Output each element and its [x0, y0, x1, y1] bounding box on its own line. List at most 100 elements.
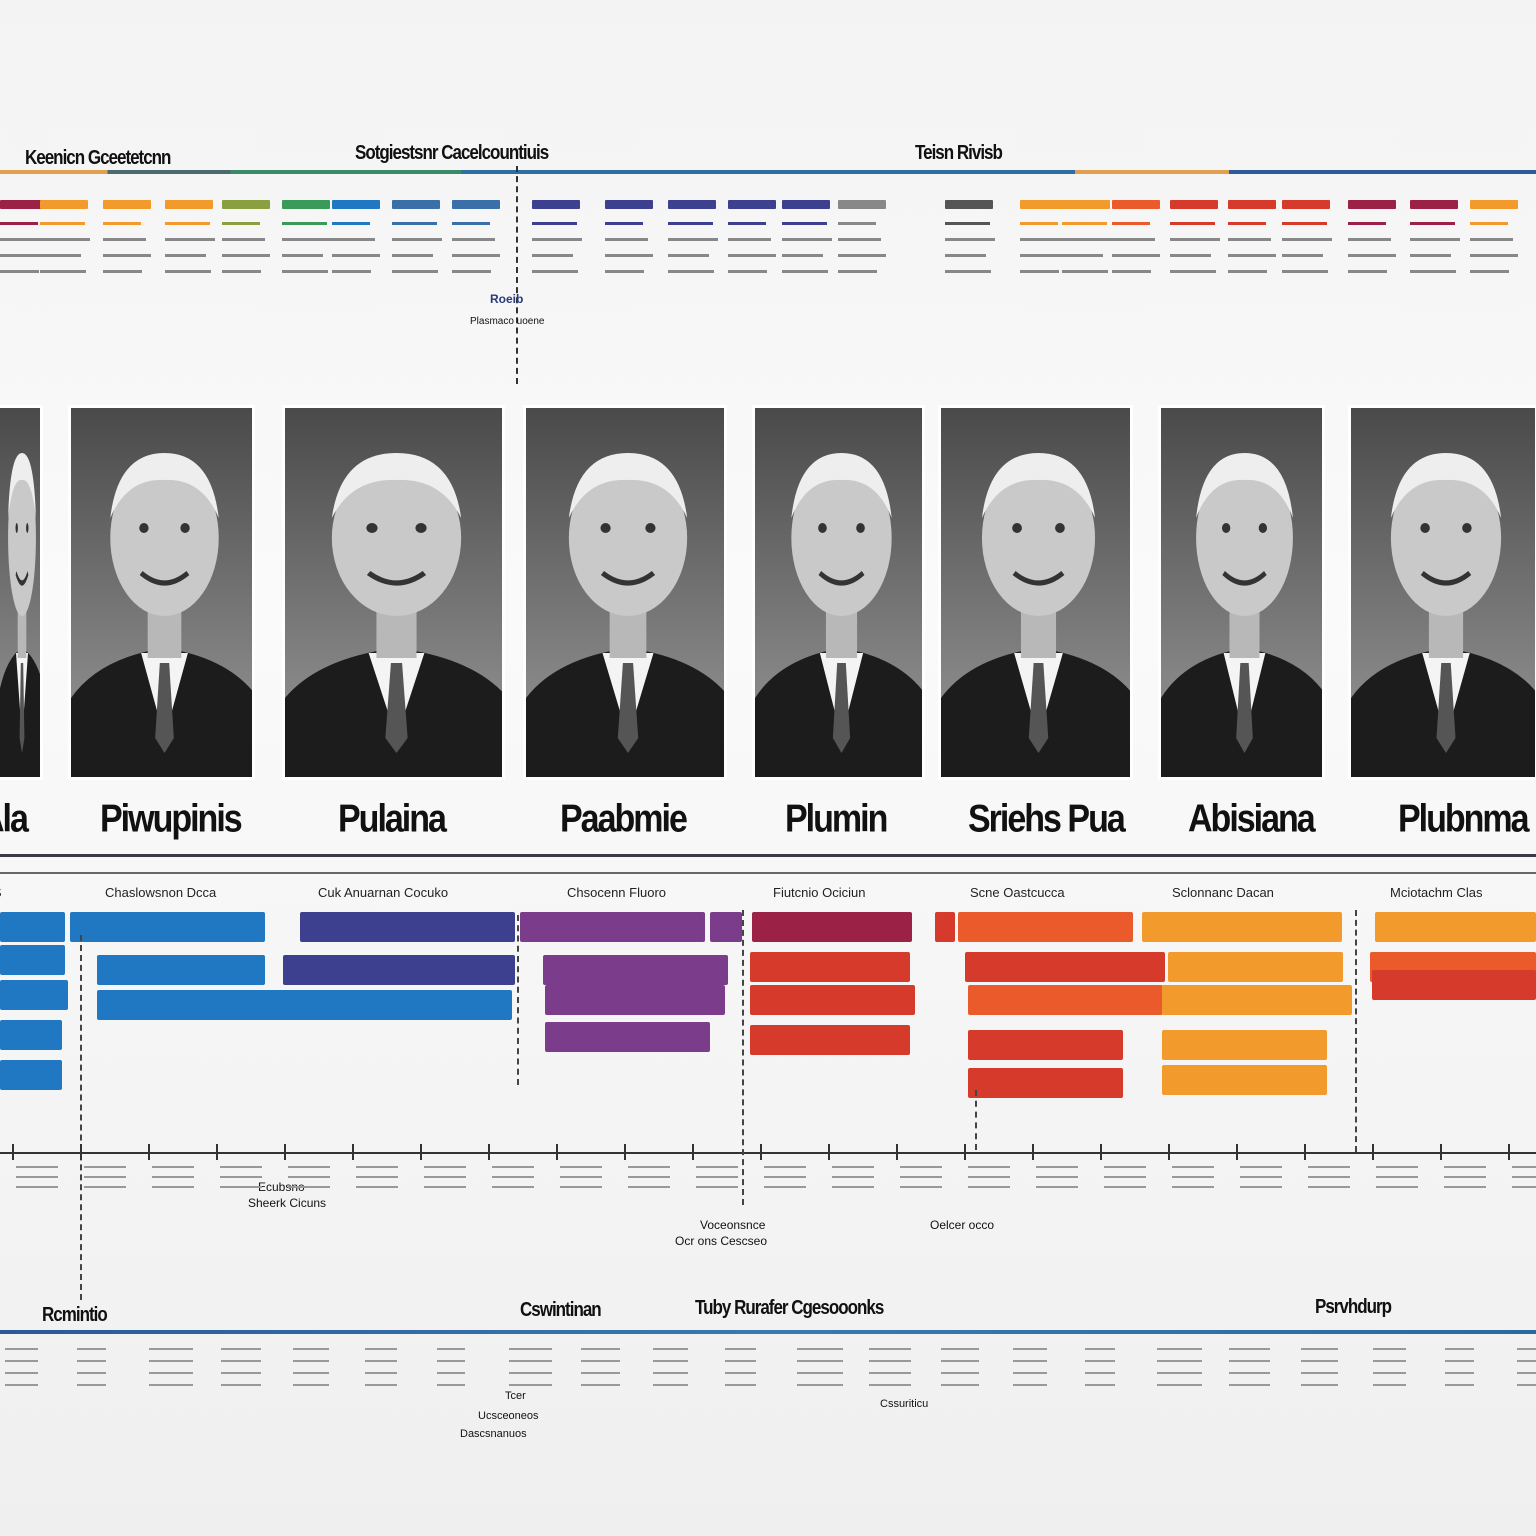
gantt-bar [0, 912, 65, 942]
bottom-event-text [941, 1384, 979, 1386]
event-text-line [668, 222, 713, 225]
gantt-bar [543, 955, 728, 985]
bottom-event-text [1301, 1384, 1338, 1386]
bottom-label-1: Rcmintio [42, 1303, 108, 1326]
event-text-line [103, 238, 146, 241]
axis-tick-text [356, 1166, 398, 1168]
bottom-event-text [437, 1372, 465, 1374]
person-silhouette-icon [755, 453, 922, 777]
bottom-event-text [797, 1372, 843, 1374]
event-text-line [728, 238, 771, 241]
gantt-bar [750, 985, 915, 1015]
gantt-bar [1168, 952, 1343, 982]
axis-tick-text [356, 1186, 398, 1188]
gantt-bar [710, 912, 742, 942]
bottom-event-text [1013, 1372, 1047, 1374]
portrait-photo [523, 405, 727, 780]
event-text-line [1170, 254, 1211, 257]
top-marker [516, 166, 518, 384]
event-tag [452, 200, 500, 209]
gantt-bar [1162, 1065, 1327, 1095]
event-text-line [838, 222, 876, 225]
axis-tick-text [1308, 1166, 1350, 1168]
gantt-bar [1375, 912, 1536, 942]
event-text-line [40, 270, 86, 273]
bottom-note-3: Dascsnanuos [460, 1428, 527, 1440]
event-text-line [1410, 238, 1460, 241]
bottom-event-text [581, 1360, 620, 1362]
axis-tick [556, 1144, 558, 1160]
axis-tick [420, 1144, 422, 1160]
axis-tick [1032, 1144, 1034, 1160]
axis-tick-text [1512, 1186, 1536, 1188]
axis-tick-text [900, 1186, 942, 1188]
event-text-line [452, 238, 495, 241]
axis-tick-text [560, 1186, 602, 1188]
event-text-line [668, 270, 714, 273]
axis-tick-text [560, 1176, 602, 1178]
axis-tick-text [696, 1176, 738, 1178]
person-silhouette-icon [1351, 453, 1535, 777]
axis-tick-text [1172, 1176, 1214, 1178]
axis-tick-text [1240, 1186, 1282, 1188]
portrait-photo [1158, 405, 1325, 780]
axis-tick-text [1512, 1176, 1536, 1178]
axis-tick-text [832, 1176, 874, 1178]
event-text-line [392, 222, 437, 225]
event-text-line [945, 254, 986, 257]
axis-tick-text [152, 1186, 194, 1188]
event-text-line [1062, 222, 1107, 225]
event-text-line [332, 254, 380, 257]
event-tag [1062, 200, 1110, 209]
bottom-event-text [941, 1360, 979, 1362]
gantt-bar [545, 985, 725, 1015]
axis-note-4: Ocr ons Cescseo [675, 1234, 768, 1248]
event-text-line [532, 238, 582, 241]
axis-tick [896, 1144, 898, 1160]
column-header: Sclonnanc Dacan [1172, 885, 1274, 900]
bottom-event-text [221, 1348, 261, 1350]
bottom-event-text [1085, 1384, 1115, 1386]
bottom-event-text [221, 1360, 261, 1362]
event-text-line [1062, 270, 1108, 273]
bottom-event-text [653, 1360, 688, 1362]
bottom-event-text [797, 1384, 843, 1386]
top-label-2: Sotgiestsnr Cacelcountiuis [355, 141, 549, 164]
event-text-line [1020, 270, 1059, 273]
bottom-event-text [1085, 1348, 1115, 1350]
bottom-label-3: Tuby Rurafer Cgesooonks [695, 1296, 884, 1319]
axis-tick-text [1172, 1186, 1214, 1188]
gantt-bar [520, 912, 705, 942]
event-tag [1228, 200, 1276, 209]
axis-tick-text [356, 1176, 398, 1178]
event-text-line [452, 222, 490, 225]
axis-tick-text [288, 1176, 330, 1178]
event-text-line [222, 222, 260, 225]
bottom-event-text [509, 1372, 552, 1374]
gantt-bar [750, 952, 910, 982]
bottom-event-text [293, 1348, 329, 1350]
bottom-event-text [437, 1348, 465, 1350]
bottom-event-text [293, 1372, 329, 1374]
axis-tick [964, 1144, 966, 1160]
divider-top [0, 854, 1536, 857]
axis-tick [1440, 1144, 1442, 1160]
event-text-line [1170, 270, 1216, 273]
event-text-line [1112, 254, 1160, 257]
portrait-photo [938, 405, 1133, 780]
gantt-bar [1162, 1030, 1327, 1060]
event-text-line [1228, 254, 1276, 257]
event-tag [1410, 200, 1458, 209]
person-silhouette-icon [0, 453, 40, 777]
gantt-bar [97, 990, 512, 1020]
axis-tick [284, 1144, 286, 1160]
bottom-event-text [365, 1360, 397, 1362]
axis-tick-text [1444, 1186, 1486, 1188]
bottom-event-text [653, 1372, 688, 1374]
bottom-event-text [365, 1348, 397, 1350]
bottom-event-text [1013, 1348, 1047, 1350]
axis-tick-text [492, 1176, 534, 1178]
person-silhouette-icon [285, 453, 502, 777]
column-header: Chaslowsnon Dcca [105, 885, 217, 900]
bottom-event-text [725, 1384, 756, 1386]
